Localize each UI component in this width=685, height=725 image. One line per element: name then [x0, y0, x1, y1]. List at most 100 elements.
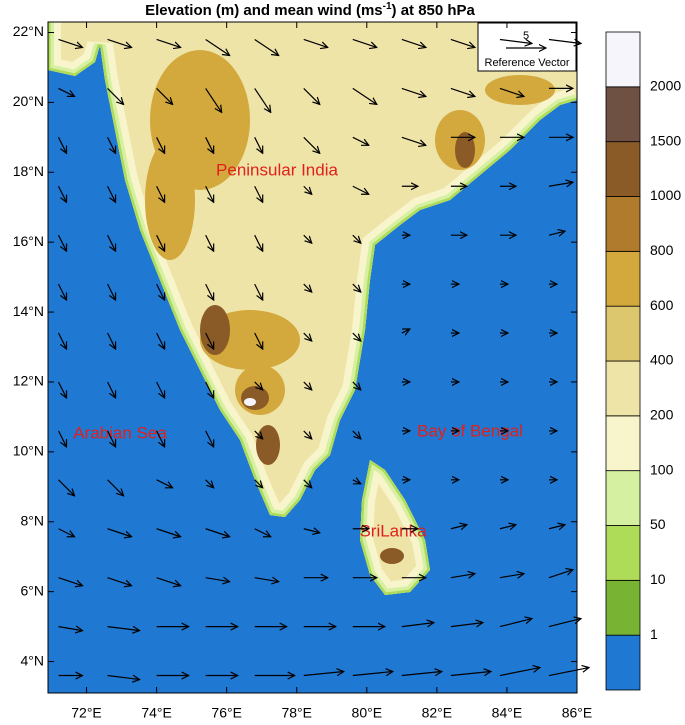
colorbar-swatch [605, 86, 641, 143]
wind-vector [303, 430, 312, 439]
wind-vector [58, 528, 75, 537]
wind-vector [205, 185, 214, 202]
wind-vector [107, 234, 116, 251]
wind-vector [107, 381, 116, 398]
wind-vector [205, 137, 214, 153]
wind-vector [401, 38, 426, 47]
x-tick-label: 78°E [281, 705, 312, 721]
wind-vector [57, 234, 67, 251]
wind-vector [352, 87, 377, 104]
wind-vector [107, 137, 116, 153]
colorbar-label: 1 [650, 626, 658, 642]
annotation: Bay of Bengal [417, 421, 523, 440]
y-tick-label: 18°N [13, 163, 44, 179]
wind-vector [303, 672, 344, 676]
colorbar-label: 200 [650, 407, 674, 423]
highlands [145, 50, 555, 415]
wind-vector [107, 676, 140, 680]
wind-vector [107, 332, 116, 349]
wind-vector [450, 38, 475, 47]
colorbar-label: 1500 [650, 132, 681, 148]
wind-vector [303, 185, 312, 194]
wind-vector [303, 283, 312, 292]
colorbar-label: 400 [650, 352, 674, 368]
colorbar-swatch [605, 525, 641, 581]
wind-vector [58, 87, 75, 96]
y-tick-label: 22°N [13, 23, 44, 39]
wind-vector [156, 479, 173, 488]
wind-vector [499, 574, 524, 578]
wind-vector [156, 234, 165, 251]
wind-vector [401, 87, 426, 96]
wind-vector [401, 136, 426, 145]
y-tick-label: 16°N [13, 233, 44, 249]
wind-vector [303, 479, 312, 488]
chart-title: Elevation (m) and mean wind (ms-1) at 85… [145, 1, 475, 19]
wind-vector [548, 39, 581, 43]
x-tick-label: 80°E [352, 705, 383, 721]
colorbar-swatch [605, 579, 641, 636]
reference-label: Reference Vector [485, 57, 570, 69]
wind-vector [254, 381, 263, 390]
wind-vector [548, 570, 573, 579]
y-tick-label: 4°N [21, 652, 45, 668]
colorbar-label: 800 [650, 242, 674, 258]
wind-vector [107, 528, 132, 537]
x-tick-label: 84°E [492, 705, 523, 721]
wind-vector [499, 39, 532, 43]
wind-vector [303, 38, 328, 47]
wind-vector [107, 38, 132, 47]
wind-vector [352, 283, 361, 292]
wind-vector [303, 136, 320, 153]
wind-vector [156, 430, 165, 447]
wind-vector [205, 381, 214, 398]
wind-vector [107, 185, 116, 202]
wind-vector [254, 283, 263, 300]
wind-vector [401, 672, 442, 676]
plot-frame [47, 21, 578, 694]
wind-vector [156, 577, 181, 586]
wind-vector [352, 332, 361, 341]
wind-vector [548, 619, 581, 628]
wind-vector [254, 430, 263, 439]
y-tick-label: 12°N [13, 373, 44, 389]
wind-vector [352, 381, 361, 390]
wind-vector [57, 283, 67, 300]
wind-vector [57, 430, 67, 447]
colorbar-label: 2000 [650, 78, 681, 94]
colorbar-label: 100 [650, 461, 674, 477]
wind-vector [107, 430, 116, 447]
colorbar-label: 50 [650, 516, 666, 532]
wind-vector [156, 528, 181, 537]
wind-vector [205, 283, 214, 300]
wind-vector [548, 525, 565, 529]
wind-vector [450, 87, 475, 96]
wind-vector [254, 137, 263, 153]
x-tick-label: 86°E [562, 705, 593, 721]
wind-vector [401, 623, 434, 627]
wind-vector [205, 430, 214, 447]
colorbar-swatch [605, 415, 641, 472]
wind-vector [107, 87, 124, 104]
wind-vector [156, 381, 165, 398]
reference-box [477, 22, 577, 72]
wind-vector [352, 480, 361, 484]
wind-vector [205, 479, 214, 488]
wind-vector [450, 574, 475, 578]
wind-vector [303, 529, 320, 533]
wind-vector [254, 578, 279, 582]
wind-vector [548, 231, 565, 235]
wind-vector [254, 185, 263, 202]
wind-vector [450, 525, 467, 529]
colorbar-swatch [605, 470, 641, 526]
wind-vector [156, 332, 165, 349]
wind-vector [548, 668, 589, 677]
wind-vector [352, 430, 361, 439]
y-tick-label: 20°N [13, 93, 44, 109]
wind-vector [499, 525, 516, 529]
wind-vector [254, 38, 279, 55]
annotation: Arabian Sea [73, 423, 167, 442]
wind-vector [352, 234, 361, 243]
wind-vector [107, 283, 116, 300]
colorbar-swatch [605, 250, 641, 307]
